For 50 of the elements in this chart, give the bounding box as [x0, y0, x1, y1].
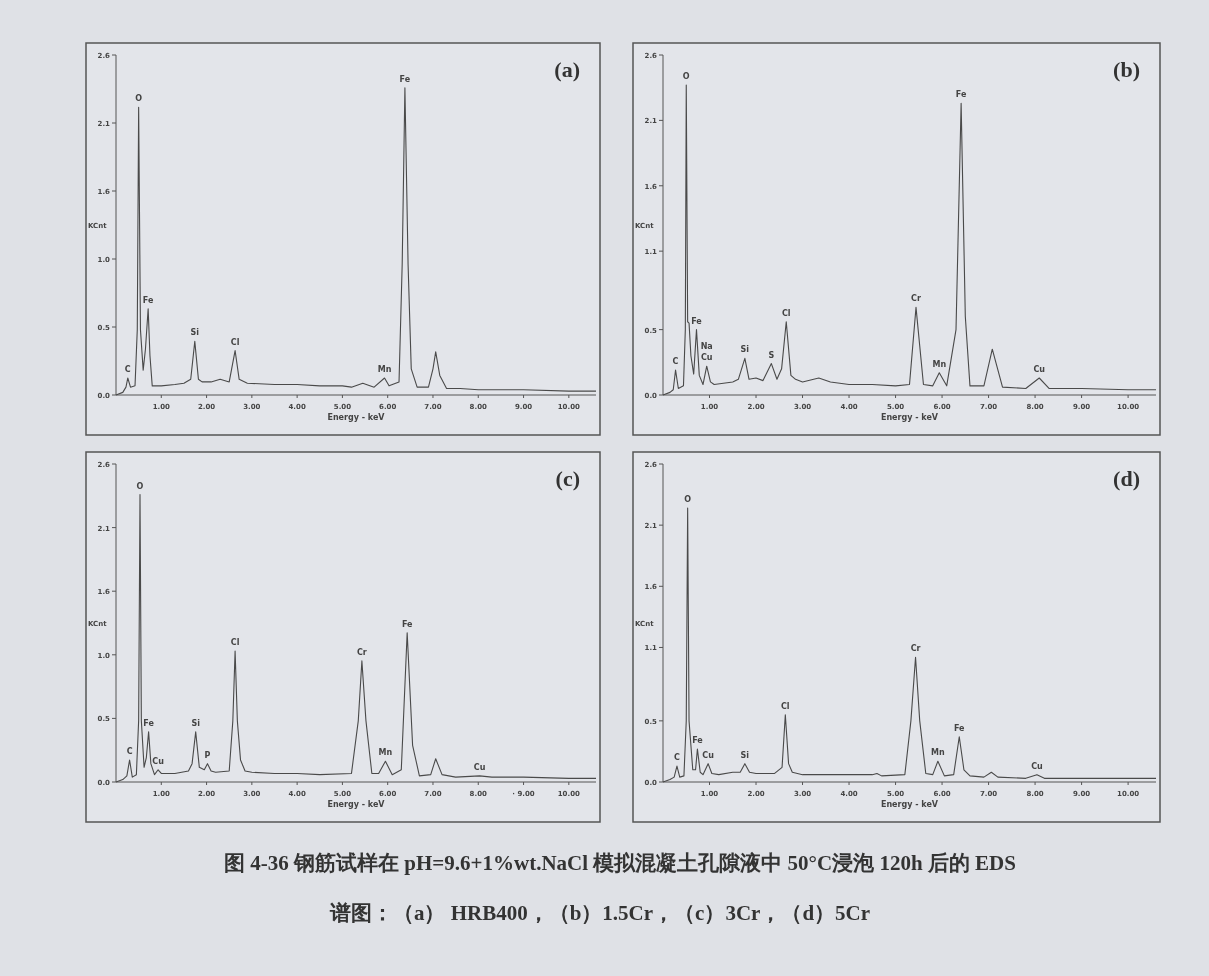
annotation: Fe [955, 90, 967, 100]
x-axis-title: Energy - keV [880, 413, 939, 422]
annotation: Fe [399, 74, 411, 84]
annotation: Cl [230, 337, 240, 347]
annotation: Cu [152, 756, 165, 766]
annotation: P [204, 750, 211, 760]
x-axis-title: Energy - keV [327, 413, 386, 422]
annotation: S [768, 350, 775, 360]
annotation: Cr [911, 294, 921, 304]
x-axis-title: Energy - keV [880, 800, 939, 809]
annotation: Cl [230, 638, 240, 648]
chart-title: (c) [555, 466, 580, 491]
annotation: Fe [691, 316, 703, 326]
annotation: Cu [700, 353, 713, 363]
annotation: C [124, 365, 131, 374]
annotation: O [135, 94, 143, 104]
annotation: Fe [692, 735, 704, 745]
annotation: Mn [378, 748, 393, 758]
annotation: Cr [356, 647, 367, 657]
annotation: Mn [931, 748, 945, 758]
chart-title: (d) [1113, 466, 1140, 491]
annotation: Si [740, 750, 750, 760]
annotation: Cu [702, 750, 715, 760]
annotation: Si [191, 718, 201, 728]
chart-title: (b) [1113, 57, 1140, 82]
x-axis-title: Energy - keV [327, 800, 386, 809]
annotation: Cu [1033, 365, 1046, 374]
text: 谱图：（a） HRB400，（b）1.5Cr，（c）3Cr，（d）5Cr [328, 901, 871, 925]
annotation: Cl [781, 308, 791, 318]
annotation: Mn [932, 359, 947, 369]
annotation: Fe [142, 295, 154, 305]
annotation: Fe [143, 718, 155, 728]
annotation: Na [700, 342, 713, 352]
annotation: Si [190, 328, 200, 338]
annotation: Mn [377, 365, 392, 374]
annotation: Cu [1031, 761, 1044, 771]
caption: 图 4-36 钢筋试样在 pH=9.6+1%wt.NaCl 模拟混凝土孔隙液中 50°C浸泡 120h 后的 EDS [224, 851, 1016, 875]
annotation: O [684, 495, 692, 505]
annotation: O [682, 72, 690, 82]
annotation: Fe [401, 619, 414, 629]
annotation: Fe [953, 723, 966, 733]
annotation: C [674, 753, 681, 763]
annotation: Cl [781, 701, 790, 711]
annotation: C [126, 746, 133, 756]
annotation: C [672, 357, 679, 367]
annotation: Cu [473, 762, 486, 772]
chart-title: (a) [554, 57, 580, 82]
annotation: Cr [910, 644, 921, 654]
annotation: Si [740, 345, 750, 355]
annotation: O [136, 481, 144, 491]
